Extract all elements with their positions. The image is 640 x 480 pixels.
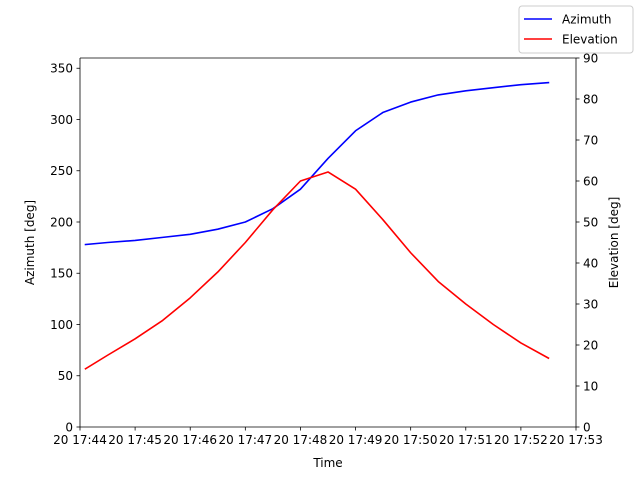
x-axis-label: Time: [312, 456, 342, 470]
y-left-tick-label: 350: [50, 62, 73, 76]
x-tick-label: 20 17:52: [494, 433, 548, 447]
y-right-tick-label: 30: [583, 297, 598, 311]
y-right-tick-label: 20: [583, 338, 598, 352]
legend: Azimuth Elevation: [518, 5, 634, 54]
series-layer: [84, 81, 550, 370]
x-tick-label: 20 17:53: [549, 433, 603, 447]
y-left-tick-label: 50: [58, 369, 73, 383]
y-right-tick-label: 80: [583, 92, 598, 106]
y-right-tick-label: 90: [583, 51, 598, 65]
y-left-tick-label: 0: [65, 420, 73, 434]
y-left-tick-label: 200: [50, 215, 73, 229]
y-left-tick-label: 150: [50, 267, 73, 281]
series-line-elevation: [84, 171, 550, 370]
x-tick-label: 20 17:46: [163, 433, 217, 447]
y-axis-left-label: Azimuth [deg]: [23, 200, 37, 285]
y-right-tick-label: 60: [583, 174, 598, 188]
plot-background: [80, 58, 576, 427]
y-right-tick-label: 0: [583, 420, 591, 434]
y-right-tick-label: 40: [583, 256, 598, 270]
x-tick-label: 20 17:51: [439, 433, 493, 447]
y-axis-right-label: Elevation [deg]: [607, 197, 621, 289]
legend-label-elevation: Elevation: [562, 33, 618, 47]
y-left-tick-label: 100: [50, 318, 73, 332]
x-tick-label: 20 17:44: [53, 433, 107, 447]
y-left-tick-label: 300: [50, 113, 73, 127]
y-right-tick-label: 70: [583, 133, 598, 147]
legend-label-azimuth: Azimuth: [562, 13, 611, 27]
x-tick-label: 20 17:47: [218, 433, 272, 447]
y-right-tick-label: 10: [583, 379, 598, 393]
y-left-tick-label: 250: [50, 164, 73, 178]
legend-box: [518, 5, 634, 54]
x-tick-label: 20 17:45: [108, 433, 162, 447]
x-tick-label: 20 17:48: [274, 433, 328, 447]
ticks-layer: 0 50 100 150 200 250 300 350 0 10 20 30 40 50 60 70 80 90…: [50, 51, 603, 447]
y-right-tick-label: 50: [583, 215, 598, 229]
x-tick-label: 20 17:49: [329, 433, 383, 447]
x-tick-label: 20 17:50: [384, 433, 438, 447]
series-line-azimuth: [84, 81, 550, 246]
